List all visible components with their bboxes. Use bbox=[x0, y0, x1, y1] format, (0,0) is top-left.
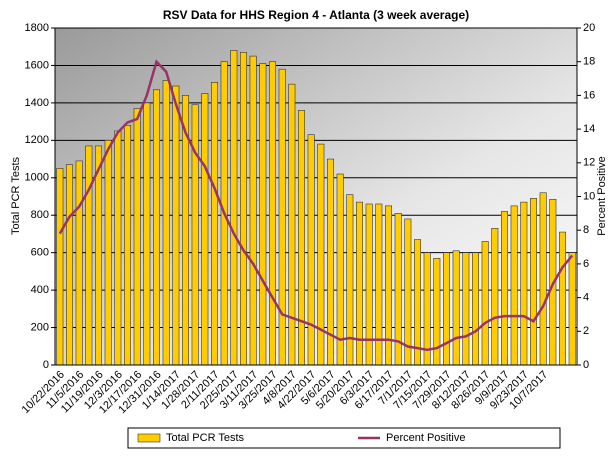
y2-tick-label: 10 bbox=[583, 190, 595, 202]
bar bbox=[278, 68, 286, 366]
bar bbox=[85, 145, 93, 366]
bar bbox=[172, 85, 180, 366]
bar bbox=[143, 102, 151, 366]
bar bbox=[269, 61, 276, 366]
y2-tick-label: 12 bbox=[583, 157, 595, 169]
bar bbox=[481, 241, 489, 366]
bar bbox=[452, 250, 460, 366]
bar bbox=[336, 173, 344, 366]
bar bbox=[259, 63, 267, 366]
bar bbox=[520, 201, 528, 366]
y2-tick-label: 18 bbox=[583, 56, 595, 68]
bar bbox=[124, 125, 131, 366]
bar bbox=[249, 55, 257, 366]
bar bbox=[510, 205, 518, 366]
y-tick-label: 1200 bbox=[25, 134, 49, 146]
y-tick-label: 0 bbox=[43, 359, 49, 371]
bar bbox=[133, 108, 141, 366]
bar bbox=[307, 134, 315, 366]
bar bbox=[56, 168, 64, 366]
y2-tick-label: 8 bbox=[583, 224, 589, 236]
y2-tick-label: 0 bbox=[583, 359, 589, 371]
bar bbox=[568, 252, 576, 366]
y2-tick-label: 20 bbox=[583, 22, 595, 34]
chart-title: RSV Data for HHS Region 4 - Atlanta (3 w… bbox=[163, 8, 469, 22]
y2-axis-label: Percent Positive bbox=[596, 156, 608, 235]
y-tick-label: 1400 bbox=[25, 97, 49, 109]
bar bbox=[66, 164, 73, 366]
y2-tick-label: 4 bbox=[583, 292, 589, 304]
bar bbox=[153, 89, 160, 366]
y-tick-label: 400 bbox=[31, 284, 49, 296]
bar bbox=[288, 83, 296, 366]
bar bbox=[472, 252, 479, 366]
y-tick-label: 600 bbox=[31, 247, 49, 259]
bar bbox=[404, 218, 412, 366]
bar bbox=[240, 52, 247, 366]
legend-label: Total PCR Tests bbox=[166, 432, 245, 444]
bar bbox=[201, 93, 209, 366]
bar bbox=[501, 211, 508, 366]
legend bbox=[127, 427, 561, 449]
bar bbox=[443, 252, 450, 366]
bar bbox=[211, 81, 218, 366]
bar bbox=[539, 192, 547, 366]
line bbox=[58, 59, 574, 352]
plot-area bbox=[55, 28, 577, 365]
y-tick-label: 1600 bbox=[25, 59, 49, 71]
legend-label: Percent Positive bbox=[386, 432, 465, 444]
bar bbox=[530, 198, 537, 366]
bar bbox=[114, 130, 122, 366]
y-tick-label: 1000 bbox=[25, 172, 49, 184]
bar bbox=[559, 231, 566, 366]
bar bbox=[95, 145, 102, 366]
bar bbox=[298, 110, 305, 366]
y2-tick-label: 2 bbox=[583, 325, 589, 337]
bar bbox=[491, 228, 499, 366]
legend-swatch bbox=[137, 433, 161, 443]
y-tick-label: 200 bbox=[31, 321, 49, 333]
y2-tick-label: 16 bbox=[583, 89, 595, 101]
y-axis-label: Total PCR Tests bbox=[10, 156, 22, 235]
plot-border bbox=[54, 27, 578, 366]
bar bbox=[414, 239, 421, 366]
y2-tick-label: 6 bbox=[583, 258, 589, 270]
y-tick-label: 800 bbox=[31, 209, 49, 221]
bar bbox=[104, 140, 112, 366]
bar bbox=[462, 252, 470, 366]
y-tick-label: 1800 bbox=[25, 22, 49, 34]
bar bbox=[191, 104, 199, 366]
y2-tick-label: 14 bbox=[583, 123, 595, 135]
bar bbox=[75, 160, 83, 366]
bar bbox=[230, 50, 238, 366]
bar bbox=[162, 80, 170, 366]
